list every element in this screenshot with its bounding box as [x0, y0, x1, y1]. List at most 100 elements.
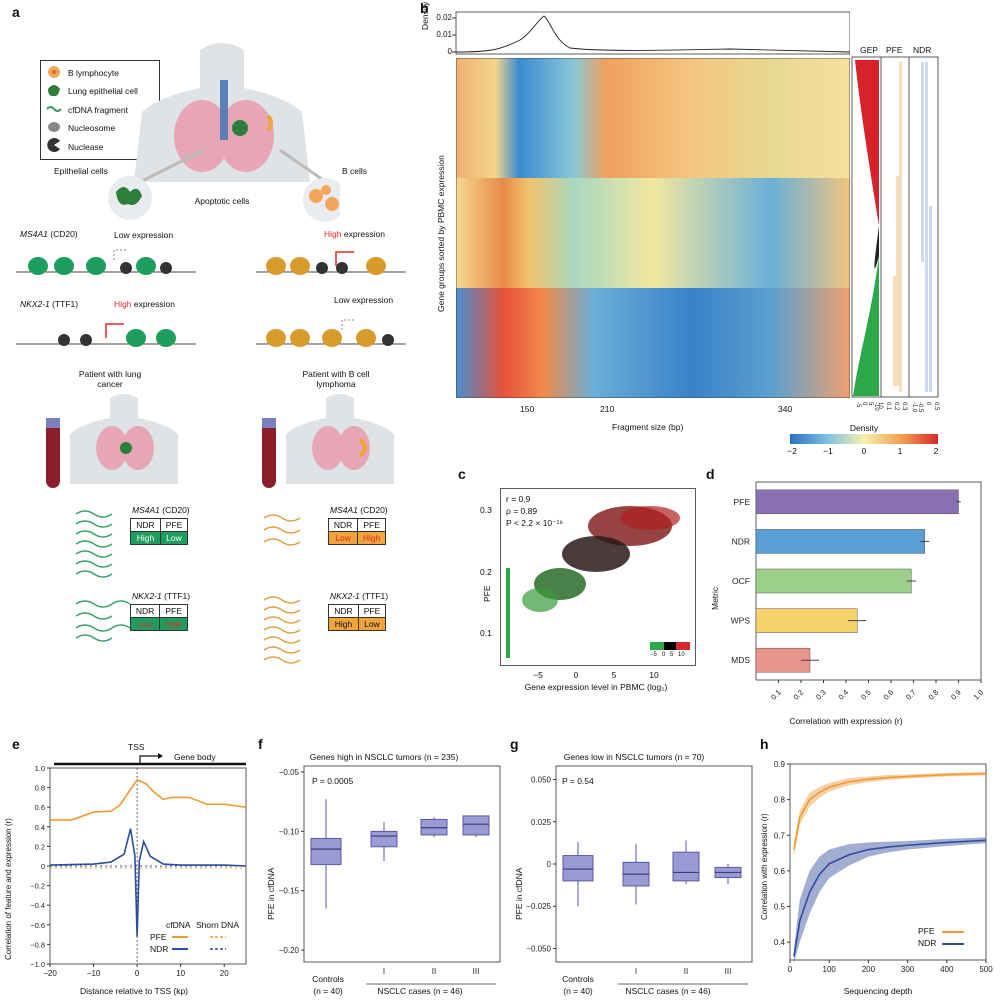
chromatin-ms4a1-high — [256, 251, 406, 275]
chromatin-ms4a1-low — [16, 249, 196, 275]
h-legend-pfe: PFE — [918, 926, 935, 936]
table-ms4a1-left: NDR PFE High Low — [130, 518, 189, 545]
g-xtick-i: I — [635, 967, 637, 976]
gene-body-label: Gene body — [174, 752, 216, 762]
panel-letter-d: d — [706, 466, 715, 482]
f-xtick-i: I — [383, 967, 385, 976]
protein-ttf1-left: (TTF1) — [52, 299, 79, 309]
cfdna-stack-left-2 — [75, 600, 131, 642]
nuclease-icon — [47, 138, 60, 152]
chromatin-nkx2-high — [16, 323, 196, 347]
g-title: Genes low in NSCLC tumors (n = 70) — [563, 752, 705, 762]
h-ytick-label: 0.7 — [774, 831, 786, 840]
panel-letter-c: c — [458, 466, 466, 482]
high-label-right: High — [324, 229, 342, 239]
table-gene-ms4a1-left: MS4A1 — [132, 505, 160, 515]
mini-colorbar-tick-2: 0 — [662, 652, 666, 658]
e-legend-lines — [172, 936, 226, 950]
tss-label: TSS — [128, 742, 145, 752]
cfdna-stack-right-2 — [263, 596, 301, 664]
bar-label-mds: MDS — [731, 655, 750, 665]
f-xtick-iii: III — [473, 967, 480, 976]
scatter-xtick-2: 0 — [573, 670, 579, 680]
h-legend-ndr: NDR — [918, 938, 937, 948]
g-ytick-label: 0 — [547, 860, 552, 869]
mini-colorbar-tick-1: −5 — [650, 652, 657, 658]
h-plot-frame — [789, 763, 987, 961]
cell-ndr-value: Low — [327, 531, 359, 545]
label-b-cells: B cells — [342, 166, 368, 176]
cell-pfe-value: Low — [159, 531, 189, 545]
line-pfe — [793, 772, 987, 850]
g-xlabel-controls: Controls — [562, 974, 594, 984]
g-pvalue: P = 0.54 — [562, 776, 594, 786]
stat-p: P < 2.2 × 10⁻¹⁶ — [506, 518, 563, 528]
density-axis-label: Density — [420, 1, 430, 30]
table-ms4a1-right: NDR PFE Low High — [327, 518, 386, 545]
g-box-controls — [562, 855, 594, 882]
zero-expression-column — [506, 568, 510, 658]
scatter-xtick-3: 5 — [611, 670, 617, 680]
f-plot-frame — [303, 765, 501, 963]
table-protein-cd20-right: (CD20) — [360, 505, 388, 515]
g-xlabel-n: (n = 40) — [563, 986, 593, 996]
th-pfe: PFE — [357, 518, 386, 532]
chromatin-nkx2-low — [256, 319, 406, 347]
bar-wps — [755, 608, 858, 633]
table-protein-cd20-left: (CD20) — [162, 505, 190, 515]
g-ylabel: PFE in cfDNA — [514, 867, 524, 920]
table-nkx2-left: NDR PFE Low High — [129, 604, 188, 631]
bar-xlabel: Correlation with expression (r) — [789, 716, 903, 726]
bar-xtick-label: 0.4 — [836, 688, 850, 702]
panel-letter-a: a — [12, 4, 20, 20]
scatter-ytick-2: 0.2 — [480, 567, 492, 577]
e-legend-pfe: PFE — [150, 932, 167, 942]
table-gene-nkx2-left: NKX2-1 — [132, 591, 162, 601]
ndr-scatter — [921, 62, 932, 392]
density-tick-2: 0.01 — [436, 30, 452, 39]
panel-letter-f: f — [258, 736, 263, 752]
e-ytick-label: −1.0 — [30, 960, 45, 969]
patient-lung-illustration — [46, 394, 178, 488]
e-xtick-label: 0 — [135, 969, 140, 978]
th-pfe: PFE — [159, 604, 188, 618]
gene-nkx2-left: NKX2-1 — [20, 299, 50, 309]
stat-rho: ρ = 0.89 — [506, 506, 538, 516]
e-legend-ndr: NDR — [150, 944, 169, 954]
fragment-heatmap — [456, 58, 850, 398]
label-patient-lung-cancer: Patient with lung cancer — [78, 369, 142, 389]
panel-letter-e: e — [12, 736, 20, 752]
e-ytick-label: 0.4 — [35, 823, 45, 832]
bar-xtick-label: 0.7 — [904, 688, 918, 702]
heatmap-xtick-150: 150 — [520, 404, 535, 414]
table-nkx2-right: NDR PFE High Low — [328, 604, 387, 631]
scatter-ytick-1: 0.3 — [480, 505, 492, 515]
cell-pfe-value: High — [159, 617, 188, 631]
legend-cfdna-fragment: cfDNA fragment — [68, 105, 128, 115]
h-ytick-label: 0.8 — [774, 796, 786, 805]
legend-nucleosome: Nucleosome — [68, 123, 116, 133]
table-gene-nkx2-right: NKX2-1 — [330, 591, 360, 601]
colorbar — [790, 434, 938, 444]
tss-gene-diagram — [54, 753, 246, 766]
e-xlabel: Distance relative to TSS (kp) — [79, 986, 189, 996]
h-xtick-label: 200 — [862, 965, 876, 974]
metric-bar-chart: PFE NDR OCF WPS MDS 0.1 0.2 0.3 0.4 0.5 0.6 0.7 0.8 0… — [731, 481, 985, 702]
colorbar-title: Density — [849, 423, 879, 433]
th-pfe: PFE — [159, 518, 189, 532]
svg-text:-0.5: -0.5 — [917, 402, 923, 413]
heatmap-ylabel: Gene groups sorted by PBMC expression — [436, 155, 446, 312]
density-curve-plot — [452, 11, 850, 55]
bar-label-wps: WPS — [731, 616, 751, 626]
heatmap-xlabel: Fragment size (bp) — [612, 422, 684, 432]
e-ytick-label: 0 — [41, 862, 45, 871]
stat-r: r = 0.9 — [506, 494, 531, 504]
th-ndr: NDR — [328, 604, 359, 618]
g-ytick-label: 0.050 — [531, 776, 552, 785]
f-pvalue: P = 0.0005 — [312, 776, 354, 786]
colorbar-tick-4: 1 — [897, 446, 903, 456]
f-box-controls — [310, 837, 342, 866]
svg-text:0.3: 0.3 — [901, 402, 907, 411]
h-legend-lines — [942, 931, 964, 945]
side-header-ndr: NDR — [913, 45, 932, 55]
